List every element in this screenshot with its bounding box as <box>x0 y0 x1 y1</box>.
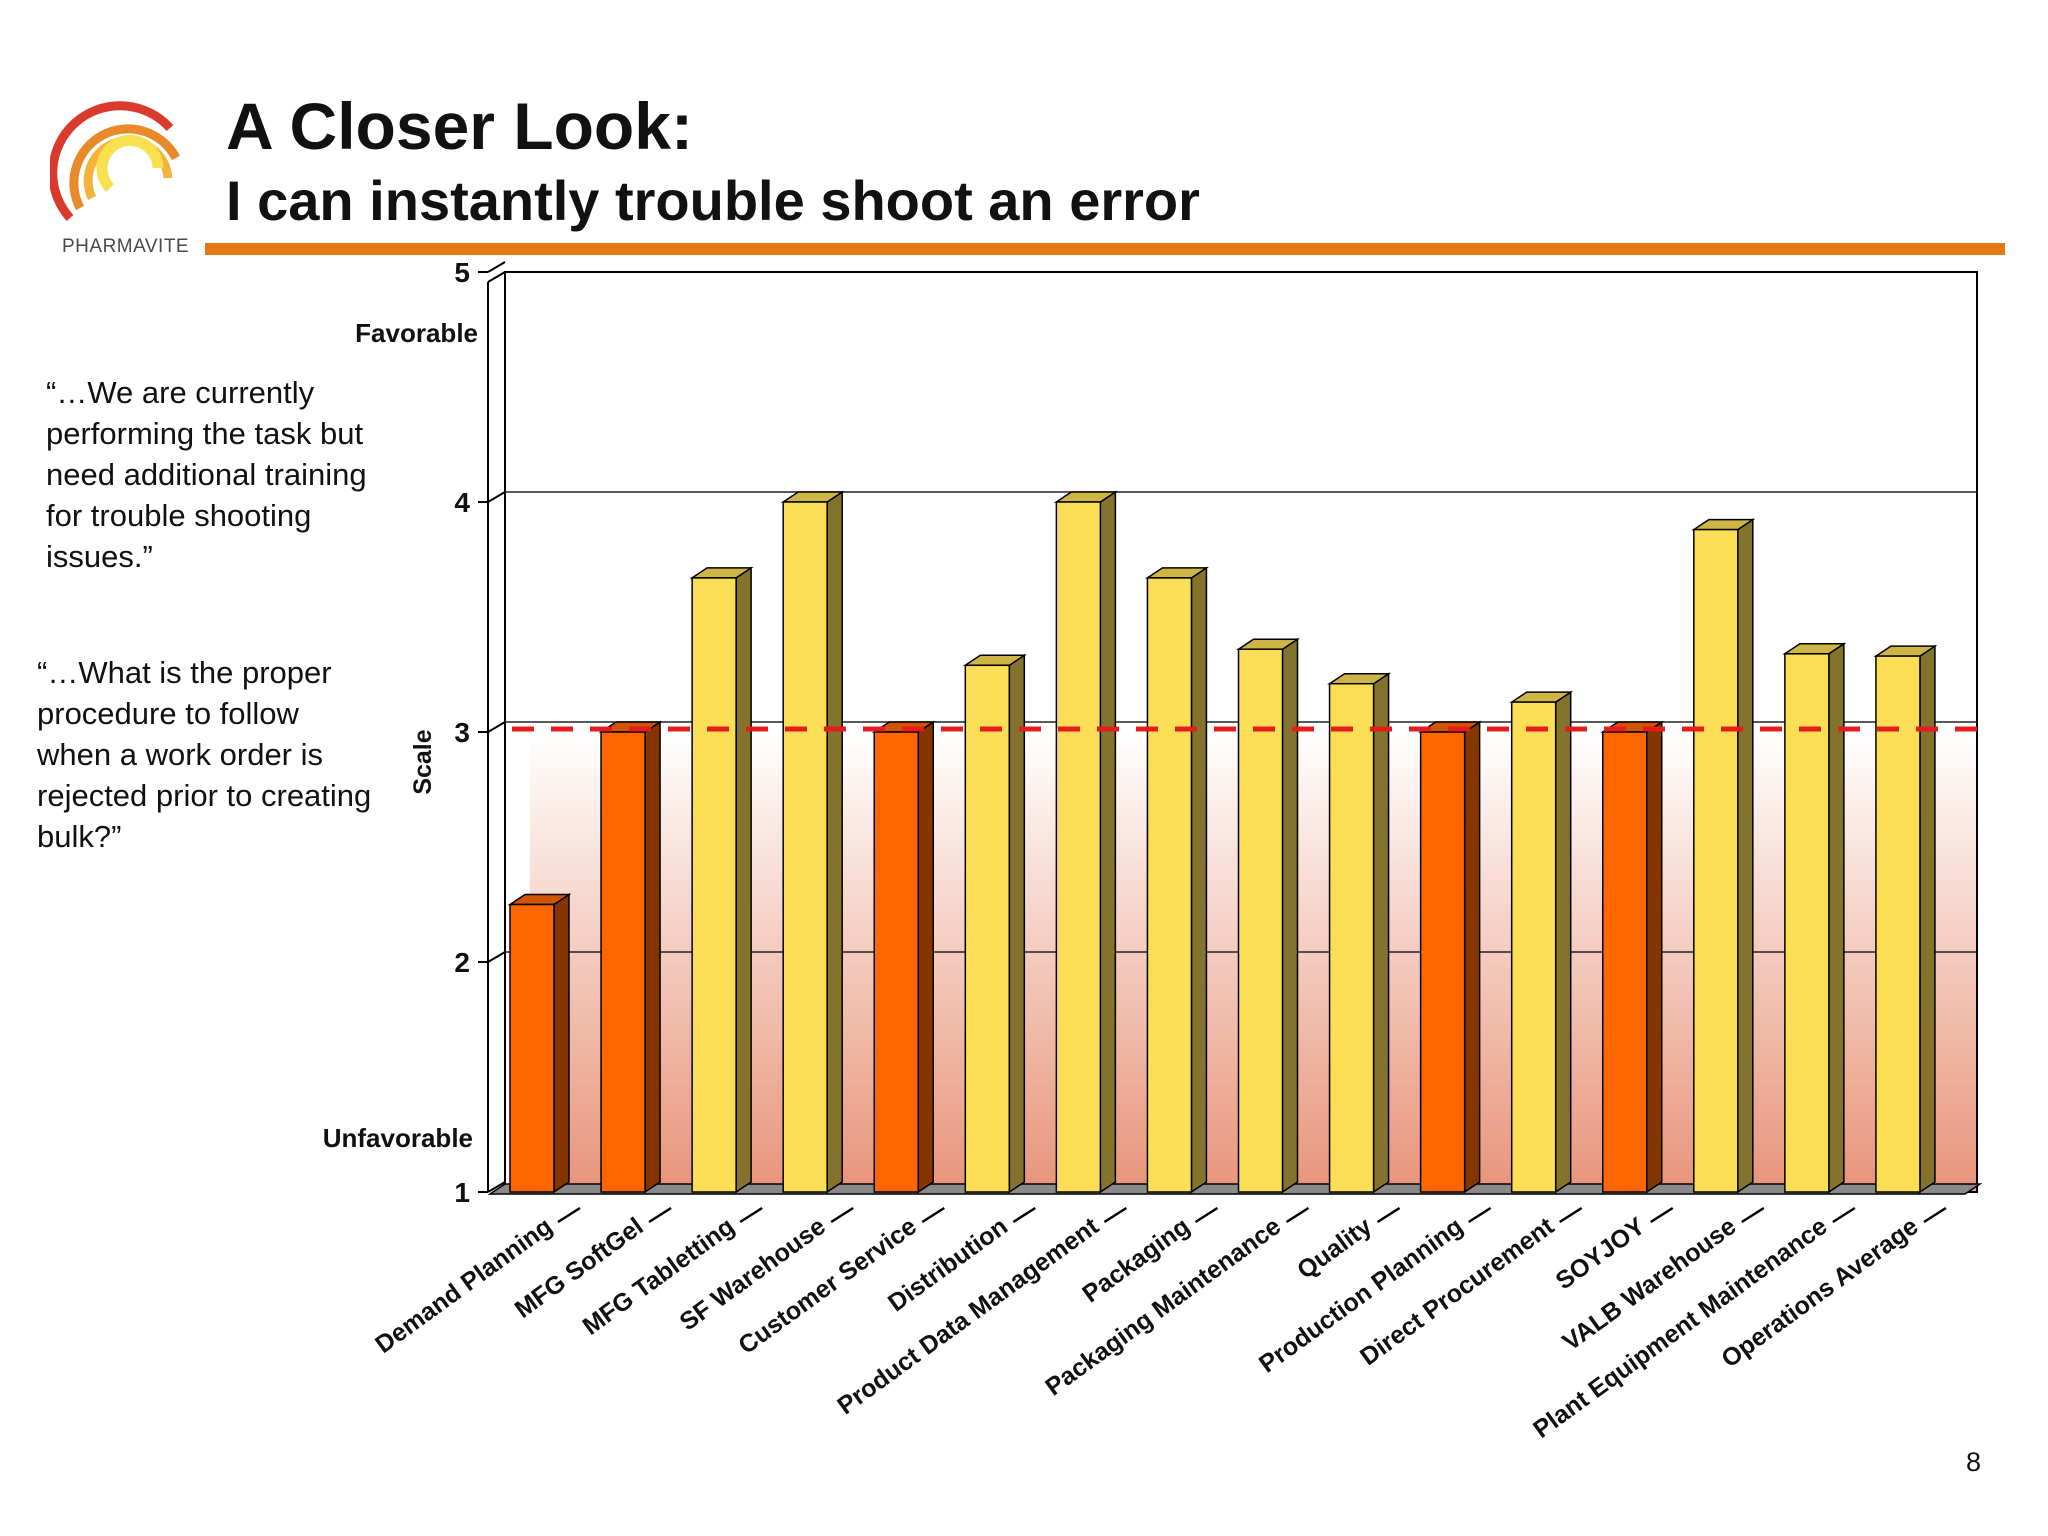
bar-side <box>1281 637 1299 1194</box>
y-tick-label: 1 <box>454 1177 470 1208</box>
y-tick-label: 4 <box>454 487 470 518</box>
quote-2: “…What is the proper procedure to follow… <box>37 655 372 854</box>
y-tick-depth <box>487 261 506 273</box>
x-tick <box>1923 1206 1947 1224</box>
bar-side <box>1828 642 1845 1194</box>
bar-side <box>1463 720 1481 1194</box>
x-tick-label: Demand Planning <box>370 1212 557 1359</box>
bar-side <box>1008 653 1026 1194</box>
favorable-label: Favorable <box>355 318 478 348</box>
x-tick <box>739 1206 763 1224</box>
x-tick <box>1832 1206 1856 1224</box>
bar-side <box>735 566 752 1194</box>
y-tick-depth <box>487 951 506 963</box>
bar-side <box>553 893 570 1194</box>
x-tick <box>830 1206 854 1224</box>
bar <box>691 577 737 1193</box>
bar <box>1784 653 1830 1193</box>
bar <box>1602 731 1648 1193</box>
bar <box>782 501 828 1193</box>
x-tick <box>1650 1206 1674 1224</box>
x-tick-label: MFG Tabletting <box>578 1212 740 1340</box>
bar-side <box>1737 518 1754 1194</box>
x-tick <box>1559 1206 1583 1224</box>
bar-side <box>826 490 843 1194</box>
quote-1: “…We are currently performing the task b… <box>46 375 367 574</box>
bar <box>600 731 646 1193</box>
slide-title: A Closer Look: <box>226 89 693 163</box>
y-tick-depth <box>487 721 506 733</box>
x-tick-label: Quality <box>1292 1212 1377 1285</box>
bar <box>1055 501 1102 1193</box>
bar-side <box>1646 720 1663 1194</box>
x-tick <box>648 1206 672 1224</box>
bar <box>964 664 1011 1193</box>
bar <box>1693 528 1739 1193</box>
slide-subtitle: I can instantly trouble shoot an error <box>226 169 1200 232</box>
x-tick <box>1467 1206 1492 1224</box>
title-divider <box>205 243 2005 255</box>
x-tick <box>1741 1206 1765 1224</box>
x-tick <box>1012 1206 1036 1224</box>
bar <box>1419 731 1466 1193</box>
bar <box>1146 577 1193 1193</box>
x-tick <box>921 1206 945 1224</box>
y-axis-title: Scale <box>409 729 437 794</box>
bar-side <box>1554 690 1572 1194</box>
bar-side <box>644 720 661 1194</box>
y-tick-label: 2 <box>454 947 470 978</box>
bar-side <box>917 720 934 1194</box>
y-tick-label: 3 <box>454 717 470 748</box>
x-tick <box>557 1206 581 1224</box>
x-tick <box>1376 1206 1401 1224</box>
y-tick-depth <box>487 1181 506 1193</box>
x-tick <box>1285 1206 1310 1224</box>
unfavorable-label: Unfavorable <box>323 1123 473 1153</box>
x-tick <box>1103 1206 1128 1224</box>
bar <box>1510 701 1557 1193</box>
bar <box>873 731 919 1193</box>
brand-name: PHARMAVITE <box>62 236 190 257</box>
bar-side <box>1190 566 1208 1194</box>
bar <box>1237 648 1284 1193</box>
bar <box>1875 655 1921 1193</box>
x-tick <box>1194 1206 1219 1224</box>
bar-side <box>1372 672 1390 1194</box>
bar <box>1328 682 1375 1193</box>
bar-side <box>1099 490 1117 1194</box>
y-axis-top <box>487 271 506 283</box>
y-tick-label: 5 <box>454 257 470 288</box>
y-tick-depth <box>487 491 506 503</box>
pharmavite-logo <box>50 101 180 222</box>
page-number: 8 <box>1966 1447 1982 1477</box>
bar <box>509 903 555 1193</box>
